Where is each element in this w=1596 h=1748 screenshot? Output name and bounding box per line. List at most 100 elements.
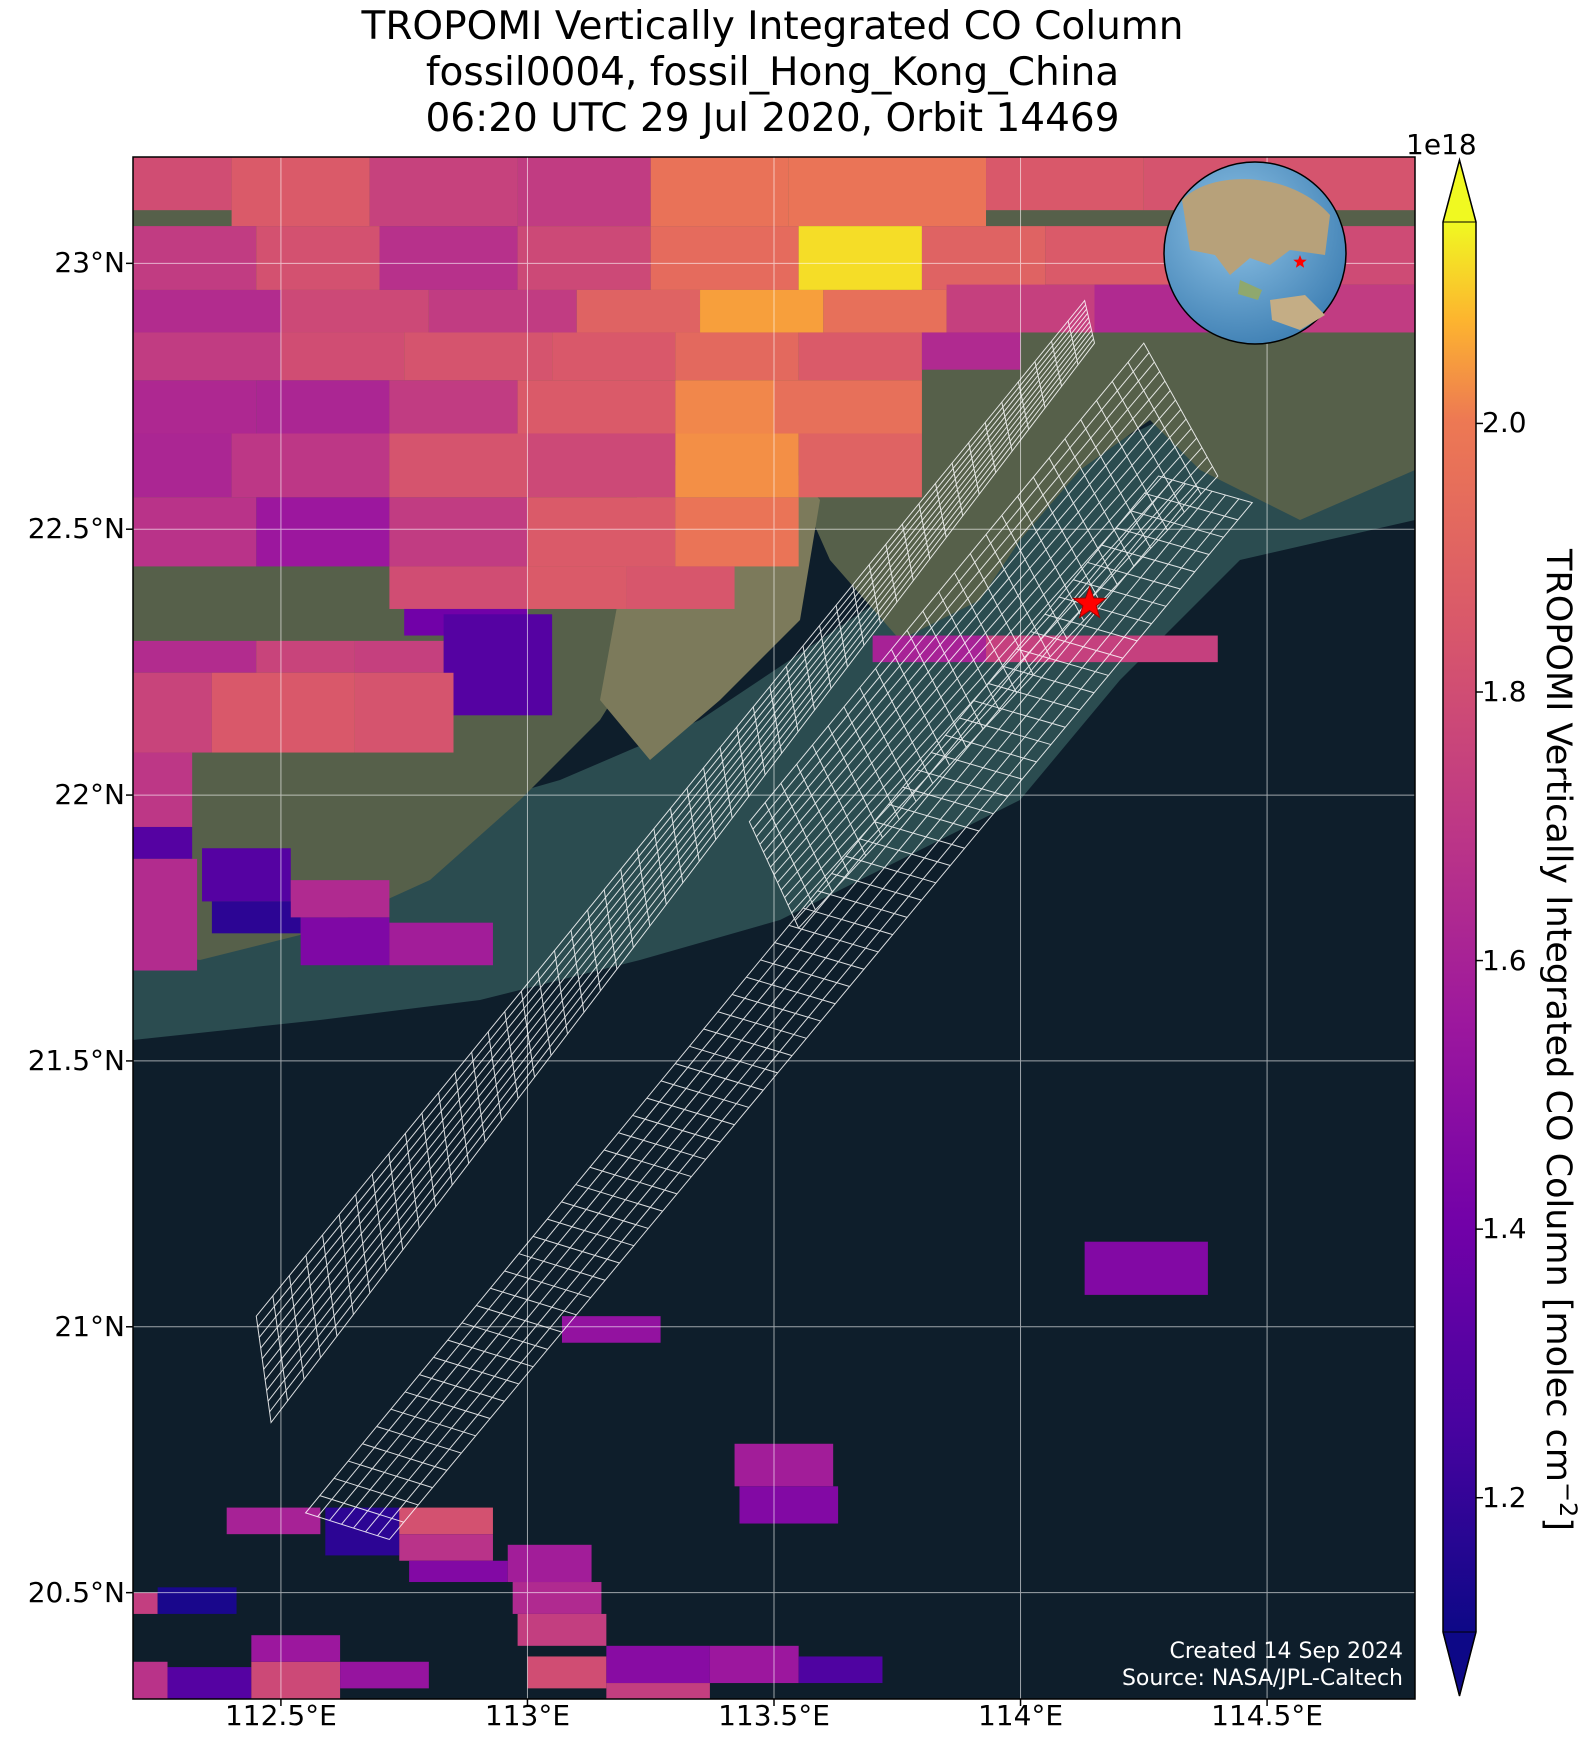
- latitude-tick-label: 21.5°N: [27, 1043, 125, 1077]
- swath-column-line: [263, 321, 1090, 1370]
- colorbar-label: TROPOMI Vertically Integrated CO Column …: [1538, 549, 1582, 1531]
- co-pixel: [507, 1544, 592, 1583]
- co-pixel: [379, 226, 518, 290]
- swath-column-line: [267, 334, 1093, 1402]
- swath-row-line: [874, 821, 965, 849]
- co-pixel: [300, 917, 390, 966]
- colorbar-frame: [1442, 157, 1477, 1697]
- co-pixel: [133, 1661, 168, 1699]
- co-pixel: [202, 848, 291, 902]
- latitude-tick-label: 21°N: [54, 1309, 125, 1343]
- swath-row-line: [888, 803, 980, 832]
- swath-row-line: [945, 734, 1037, 763]
- swath-row-line: [333, 1477, 419, 1506]
- swath-row-line: [404, 1391, 491, 1419]
- colorbar-max-extend: [1442, 158, 1477, 223]
- swath-column-line: [377, 498, 1240, 1537]
- swath-row-line: [717, 1011, 807, 1039]
- longitude-tick-label: 114.5°E: [1211, 1699, 1323, 1732]
- swath-column-line: [756, 361, 1155, 838]
- title-line-3: 06:20 UTC 29 Jul 2020, Orbit 14469: [425, 96, 1120, 141]
- colorbar-tick-label: 1.2: [1482, 1480, 1527, 1514]
- swath-row-line: [930, 752, 1023, 780]
- co-pixel: [512, 1582, 602, 1614]
- swath-row-line: [1030, 631, 1123, 659]
- swath-row-line: [476, 1305, 563, 1333]
- co-pixel: [626, 566, 735, 609]
- co-pixel: [251, 1635, 341, 1662]
- swath-column-line: [780, 428, 1192, 891]
- swath-row-line: [632, 1114, 721, 1143]
- latitude-tick-label: 20.5°N: [27, 1575, 125, 1609]
- swath-row-line: [760, 959, 850, 987]
- longitude-tick-label: 113.5°E: [718, 1699, 830, 1732]
- swath-row-line: [362, 1443, 448, 1471]
- swath-row-line: [618, 1132, 706, 1160]
- co-pixel: [389, 433, 528, 498]
- co-pixel: [133, 289, 281, 333]
- swath-row-line: [589, 1166, 678, 1195]
- longitude-tick-label: 112.5°E: [224, 1699, 337, 1732]
- islands-landmass: [1238, 280, 1262, 300]
- co-pixel: [256, 226, 380, 290]
- swath-row-line: [689, 1045, 778, 1074]
- swath-column-line: [770, 399, 1176, 868]
- co-pixel: [399, 1507, 493, 1535]
- swath-row-line: [518, 1253, 606, 1281]
- swath-row-line: [746, 976, 836, 1005]
- co-pixel: [133, 380, 257, 434]
- co-pixel: [675, 497, 799, 567]
- co-pixel: [133, 332, 281, 381]
- co-pixel: [369, 157, 518, 227]
- colorbar: [1443, 222, 1476, 1632]
- swath-column-line: [759, 371, 1161, 845]
- co-pixel: [739, 1486, 839, 1524]
- co-pixel: [798, 226, 922, 290]
- swath-row-line: [575, 1184, 663, 1212]
- co-pixel: [354, 672, 454, 753]
- co-pixel: [133, 640, 257, 673]
- swath-column-line: [777, 418, 1187, 883]
- swath-row-line: [561, 1201, 649, 1229]
- swath-row-line: [1130, 510, 1224, 538]
- co-pixel: [823, 289, 947, 333]
- star-icon: [1072, 585, 1108, 619]
- colorbar-tick-label: 1.4: [1482, 1212, 1527, 1246]
- swath-row-line: [447, 1339, 534, 1368]
- swath-row-line: [731, 993, 821, 1022]
- co-pixel: [650, 157, 789, 227]
- co-pixel: [1084, 1241, 1208, 1295]
- co-pixel: [517, 380, 676, 434]
- co-pixel: [443, 614, 553, 716]
- swath-row-line: [973, 700, 1066, 728]
- co-pixel: [606, 1645, 710, 1684]
- swath-outlines: [255, 299, 1254, 1541]
- co-pixel: [231, 157, 370, 227]
- co-pixel: [798, 1656, 883, 1684]
- swath-row-line: [660, 1080, 750, 1108]
- swath-row-line: [959, 717, 1052, 746]
- swath-column-line: [766, 390, 1171, 860]
- colorbar-tick-label: 2.0: [1482, 406, 1527, 440]
- colorbar-ticks: [1476, 422, 1483, 1499]
- swath-column-line: [317, 479, 1173, 1518]
- swath-column-line: [341, 487, 1200, 1525]
- colorbar-tick-label: 1.8: [1482, 675, 1527, 708]
- swath-outline: [255, 299, 1096, 1424]
- co-pixel: [986, 157, 1144, 211]
- swath-row-line: [1016, 648, 1109, 676]
- co-pixel: [527, 433, 676, 498]
- co-pixel: [788, 157, 987, 227]
- co-pixel: [211, 672, 355, 753]
- swath-row-line: [433, 1356, 519, 1385]
- swath-row-line: [1101, 544, 1195, 573]
- co-pixel: [280, 332, 405, 381]
- co-pixel: [231, 433, 390, 498]
- co-pixel: [211, 901, 301, 934]
- swath-column-line: [353, 490, 1213, 1529]
- swath-column-line: [365, 494, 1226, 1533]
- co-pixel: [226, 1507, 321, 1535]
- co-pixel: [734, 1443, 834, 1487]
- swath-row-line: [319, 1495, 404, 1523]
- swath-column-line: [752, 352, 1150, 830]
